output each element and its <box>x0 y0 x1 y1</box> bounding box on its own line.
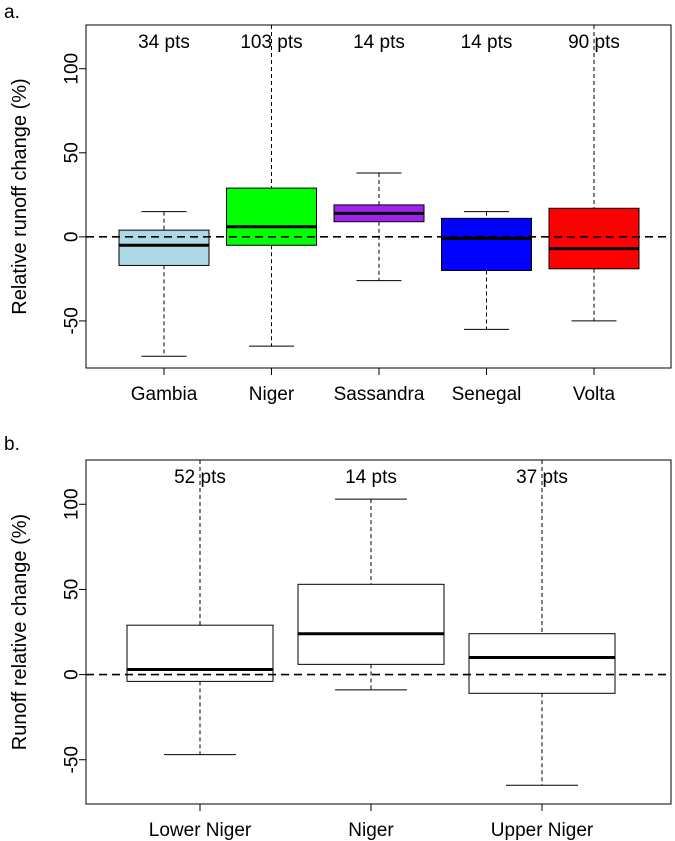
x-tick-label: Lower Niger <box>149 820 252 841</box>
box-upper-niger <box>468 633 616 694</box>
y-axis-label: Relative runoff change (%) <box>9 78 31 314</box>
count-label: 37 pts <box>516 467 568 488</box>
y-axis-label: Runoff relative change (%) <box>9 514 31 750</box>
x-tick-label: Niger <box>348 820 394 841</box>
count-label: 34 pts <box>138 32 190 53</box>
box-niger <box>226 187 317 246</box>
boxplot-chart-b: 52 pts 14 pts 37 pts -50 0 50 100 Lower Niger Ni… <box>9 459 672 841</box>
count-label: 52 pts <box>174 467 226 488</box>
y-tick-label: 100 <box>62 53 83 85</box>
y-tick-label: -50 <box>62 746 83 773</box>
count-label: 14 pts <box>353 32 405 53</box>
boxplot-chart-a: 34 pts 103 pts 14 pts 14 pts 90 pts -50 0 50 100… <box>9 24 672 405</box>
x-tick-label: Upper Niger <box>491 820 594 841</box>
y-tick-label: 50 <box>62 142 83 163</box>
box-gambia <box>118 229 210 266</box>
y-tick-label: 50 <box>62 579 83 600</box>
count-label: 14 pts <box>345 467 397 488</box>
panel-b-letter: b. <box>4 434 20 455</box>
count-label: 90 pts <box>568 32 620 53</box>
x-tick-label: Senegal <box>452 384 522 405</box>
box-senegal <box>441 217 532 271</box>
y-tick-label: 0 <box>62 669 83 680</box>
y-tick-label: 100 <box>62 488 83 520</box>
count-label: 103 pts <box>240 32 302 53</box>
y-tick-label: -50 <box>62 307 83 334</box>
panel-a-letter: a. <box>4 2 20 23</box>
box-niger <box>297 583 445 665</box>
x-tick-label: Niger <box>249 384 295 405</box>
count-label: 14 pts <box>461 32 513 53</box>
x-tick-label: Gambia <box>131 384 198 405</box>
box-volta <box>548 207 640 270</box>
y-tick-label: 0 <box>62 232 83 243</box>
x-tick-label: Sassandra <box>334 384 425 405</box>
x-tick-label: Volta <box>573 384 616 405</box>
box-lower-niger <box>126 624 274 682</box>
